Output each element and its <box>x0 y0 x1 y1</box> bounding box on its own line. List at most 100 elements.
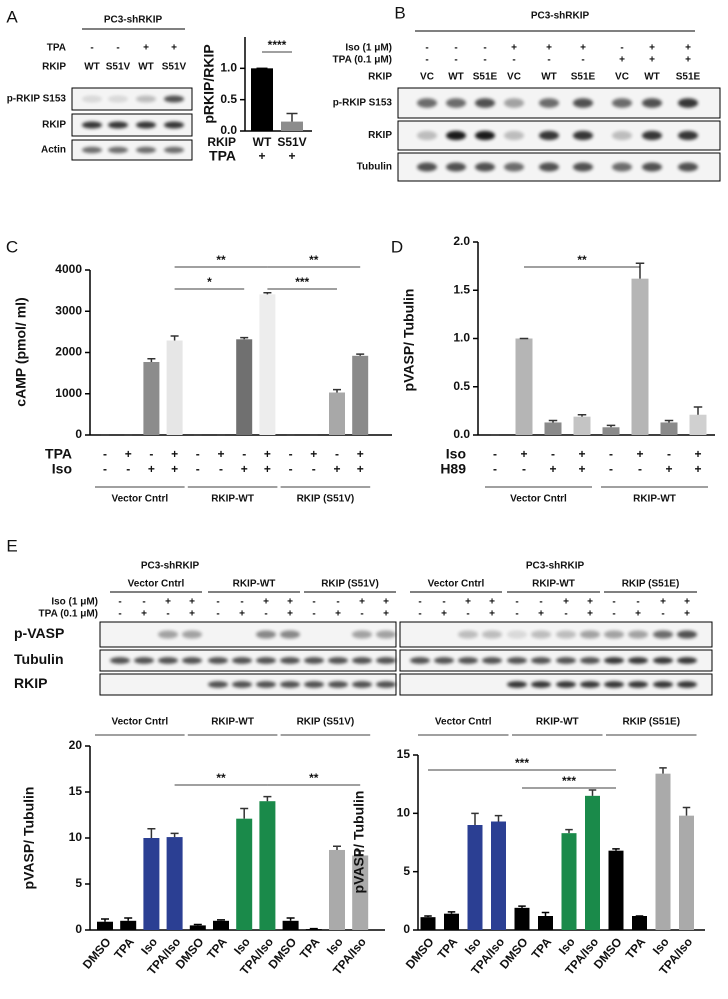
lane-label: + <box>143 43 149 54</box>
blot-band <box>417 130 437 141</box>
bar <box>189 925 206 930</box>
blot-band <box>352 630 372 639</box>
blot-band <box>182 630 202 639</box>
bar <box>514 907 530 930</box>
blot-band <box>556 657 576 664</box>
lane-label: S51V <box>106 62 131 73</box>
row-value: - <box>103 447 107 461</box>
bar <box>689 414 707 435</box>
bar <box>352 855 369 930</box>
blot-band <box>653 630 673 639</box>
panel-label: A <box>6 7 18 26</box>
lane-label: - <box>118 597 121 608</box>
blot-band <box>280 657 300 664</box>
blot-title: PC3-shRKIP <box>104 15 163 26</box>
row-label: TPA (0.1 μM) <box>39 609 98 620</box>
band-label: p-VASP <box>14 625 64 641</box>
error-bar <box>659 767 667 774</box>
blot-band <box>604 630 624 639</box>
row-value: - <box>609 462 613 476</box>
group-label: RKIP-WT <box>211 494 254 505</box>
blot-band <box>280 681 300 688</box>
bar <box>213 920 229 930</box>
lane-label: VC <box>615 72 629 83</box>
blot-band <box>482 657 502 664</box>
blot-band <box>653 657 673 664</box>
bar <box>143 361 160 435</box>
lane-label: - <box>466 609 469 620</box>
y-tick-label: 1.5 <box>453 282 470 296</box>
row-value: + <box>549 462 556 476</box>
y-tick-label: 4000 <box>55 262 82 276</box>
lane-label: + <box>263 597 269 608</box>
significance-label: * <box>207 275 212 289</box>
y-tick-label: 3000 <box>55 303 82 317</box>
row-label: TPA <box>45 446 72 462</box>
x-tick-label: TPA <box>435 935 461 962</box>
blot-band <box>628 630 648 639</box>
lane-label: - <box>216 597 219 608</box>
error-bar <box>494 814 503 822</box>
blot-band <box>642 130 662 141</box>
error-bar <box>101 918 109 922</box>
row-label: Iso (1 μM) <box>345 43 392 54</box>
blot-band <box>280 630 300 639</box>
x-tick-label: DMSO <box>403 935 437 972</box>
row-value: + <box>258 149 265 163</box>
error-bar <box>170 335 179 341</box>
lane-label: + <box>684 597 690 608</box>
lane-label: + <box>441 609 447 620</box>
group-label: RKIP-WT <box>532 579 575 590</box>
error-bar <box>471 812 479 825</box>
y-tick-label: 20 <box>69 738 83 752</box>
row-value: + <box>217 447 224 461</box>
group-label: Vector Cntrl <box>111 494 168 505</box>
row-value: - <box>289 447 293 461</box>
row-value: - <box>312 462 316 476</box>
blot-band <box>539 98 559 108</box>
lane-label: + <box>189 609 195 620</box>
blot-band <box>110 657 130 664</box>
lane-label: - <box>515 609 518 620</box>
lane-label: - <box>620 43 623 54</box>
lane-label: - <box>418 609 421 620</box>
row-value: - <box>551 447 555 461</box>
error-bar <box>356 850 365 856</box>
panel-label: C <box>6 237 18 256</box>
blot-band <box>628 657 648 664</box>
lane-label: - <box>454 43 457 54</box>
blot-band <box>531 657 551 664</box>
bar <box>282 920 299 930</box>
bar <box>166 837 183 930</box>
lane-label: WT <box>448 72 464 83</box>
blot-band <box>475 130 495 141</box>
group-label: Vector Cntrl <box>111 717 168 728</box>
error-bar <box>217 919 225 921</box>
row-value: + <box>357 462 364 476</box>
y-tick-label: 5 <box>403 864 410 878</box>
lane-label: + <box>587 597 593 608</box>
blot-band <box>182 657 202 664</box>
lane-label: S51E <box>571 72 596 83</box>
error-bar <box>588 789 597 796</box>
row-value: + <box>148 462 155 476</box>
error-bar <box>263 795 272 802</box>
row-label: Iso <box>446 446 466 462</box>
lane-label: WT <box>138 62 154 73</box>
blot-band <box>164 146 184 154</box>
blot-band <box>417 162 437 172</box>
error-bar <box>606 424 616 428</box>
row-value: + <box>636 447 643 461</box>
group-label: RKIP (S51V) <box>321 579 379 590</box>
blot-band <box>208 657 228 664</box>
row-value: + <box>520 447 527 461</box>
group-label: RKIP-WT <box>536 717 579 728</box>
blot-band <box>504 130 524 141</box>
lane-label: VC <box>420 72 434 83</box>
lane-label: - <box>90 43 93 54</box>
x-tick-label: TPA <box>111 935 137 962</box>
bar <box>236 339 253 435</box>
error-bar <box>193 923 202 926</box>
row-value: - <box>289 462 293 476</box>
error-bar <box>263 291 272 295</box>
